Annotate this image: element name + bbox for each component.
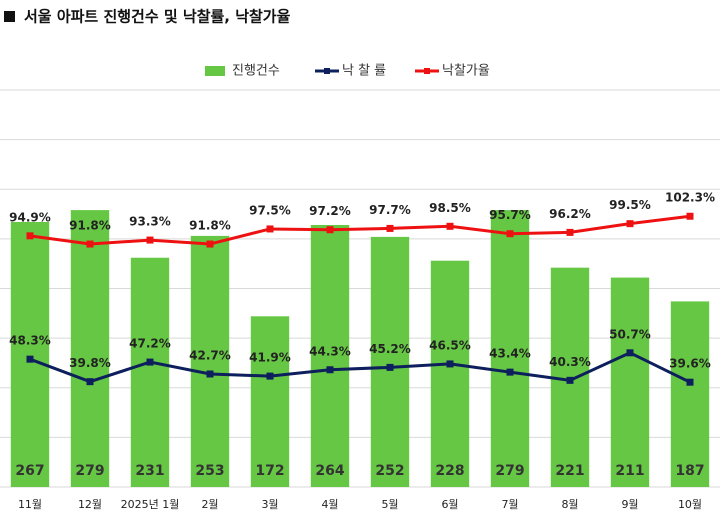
legend-label: 낙 찰 률 <box>342 64 386 79</box>
point <box>326 226 334 234</box>
data-label: 46.5% <box>429 338 471 352</box>
point <box>266 372 274 380</box>
x-tick-label: 10월 <box>678 498 702 511</box>
data-label: 50.7% <box>609 327 651 341</box>
point <box>386 224 394 232</box>
point <box>266 225 274 233</box>
data-label: 99.5% <box>609 198 651 212</box>
point <box>206 240 214 248</box>
point <box>566 228 574 236</box>
point <box>446 222 454 230</box>
point <box>86 378 94 386</box>
point <box>626 349 634 357</box>
point <box>206 370 214 378</box>
x-tick-label: 2월 <box>201 498 218 511</box>
data-label: 44.3% <box>309 344 351 358</box>
bar-label: 211 <box>615 463 644 479</box>
bar-label: 253 <box>195 463 224 479</box>
data-label: 97.2% <box>309 204 351 218</box>
bar <box>130 257 170 487</box>
data-label: 48.3% <box>9 334 51 348</box>
legend-label: 낙찰가율 <box>442 64 490 79</box>
point <box>86 240 94 248</box>
bar <box>430 260 470 487</box>
data-label: 40.3% <box>549 355 591 369</box>
point <box>506 368 514 376</box>
data-label: 47.2% <box>129 337 171 351</box>
bar <box>10 222 50 487</box>
data-label: 39.8% <box>69 356 111 370</box>
line <box>29 214 691 246</box>
legend-swatch <box>424 68 430 74</box>
point <box>686 212 694 220</box>
legend-swatch <box>324 68 330 74</box>
bar <box>490 210 530 487</box>
data-label: 94.9% <box>9 210 51 224</box>
legend-swatch <box>205 66 225 76</box>
point <box>686 378 694 386</box>
bar-label: 187 <box>675 463 704 479</box>
data-label: 91.8% <box>69 219 111 233</box>
x-tick-label: 3월 <box>261 498 278 511</box>
legend-label: 진행건수 <box>232 63 280 79</box>
bar-label: 172 <box>255 463 284 479</box>
point <box>506 230 514 238</box>
data-label: 97.7% <box>369 203 411 217</box>
bar-label: 252 <box>375 463 404 479</box>
chart-title: 서울 아파트 진행건수 및 낙찰률, 낙찰가율 <box>24 8 291 26</box>
title-marker <box>4 11 15 22</box>
data-label: 41.9% <box>249 351 291 365</box>
data-label: 43.4% <box>489 347 531 361</box>
bar <box>310 224 350 488</box>
x-tick-label: 7월 <box>501 498 518 511</box>
point <box>146 236 154 244</box>
bar-label: 267 <box>15 463 44 479</box>
data-label: 91.8% <box>189 219 231 233</box>
point <box>26 355 34 363</box>
point <box>146 358 154 366</box>
bar <box>610 277 650 487</box>
bar-label: 231 <box>135 463 164 479</box>
x-tick-label: 4월 <box>321 498 338 511</box>
data-label: 97.5% <box>249 203 291 217</box>
x-tick-label: 2025년 1월 <box>121 498 180 511</box>
point <box>326 366 334 374</box>
bar-label: 279 <box>75 463 104 479</box>
x-tick-label: 11월 <box>18 498 42 511</box>
bar <box>190 235 230 487</box>
bar-label: 264 <box>315 463 344 479</box>
data-label: 102.3% <box>665 191 715 205</box>
point <box>626 220 634 228</box>
point <box>386 363 394 371</box>
data-label: 42.7% <box>189 348 231 362</box>
x-tick-label: 9월 <box>621 498 638 511</box>
data-label: 96.2% <box>549 207 591 221</box>
data-label: 95.7% <box>489 208 531 222</box>
bar <box>670 301 710 487</box>
data-label: 98.5% <box>429 201 471 215</box>
point <box>446 360 454 368</box>
x-tick-label: 8월 <box>561 498 578 511</box>
point <box>566 376 574 384</box>
point <box>26 232 34 240</box>
data-label: 45.2% <box>369 342 411 356</box>
bar-label: 221 <box>555 463 584 479</box>
line <box>29 351 691 384</box>
x-tick-label: 6월 <box>441 498 458 511</box>
bar <box>70 210 110 487</box>
bar-label: 279 <box>495 463 524 479</box>
data-label: 93.3% <box>129 215 171 229</box>
bar <box>250 316 290 487</box>
data-label: 39.6% <box>669 357 711 371</box>
bar-label: 228 <box>435 463 464 479</box>
x-tick-label: 12월 <box>78 498 102 511</box>
x-tick-label: 5월 <box>381 498 398 511</box>
bar <box>370 236 410 487</box>
